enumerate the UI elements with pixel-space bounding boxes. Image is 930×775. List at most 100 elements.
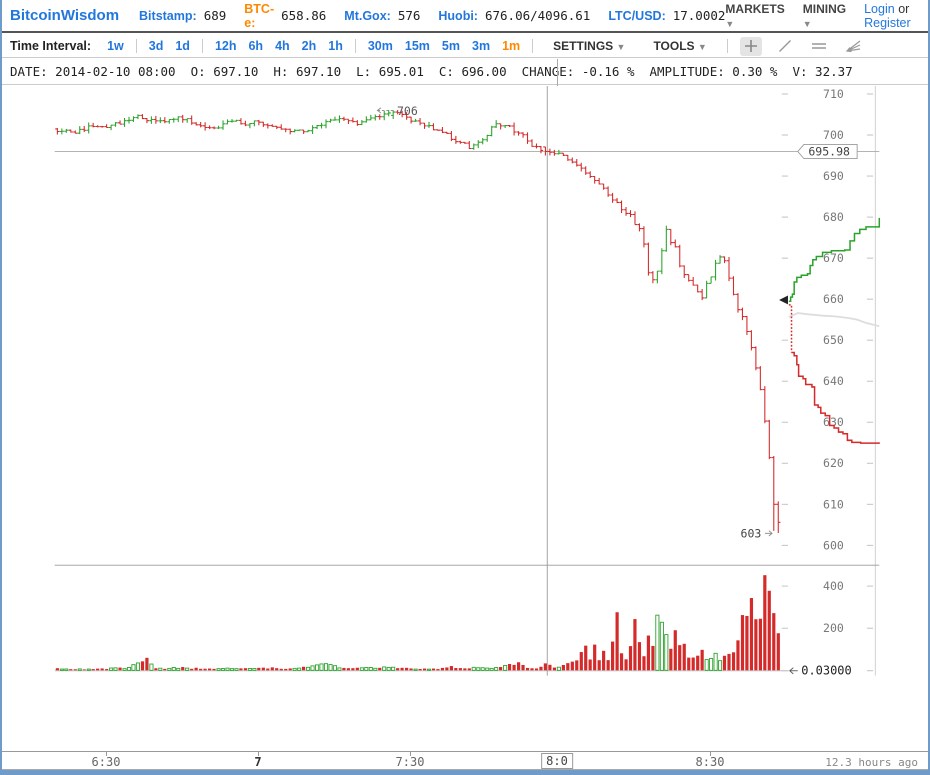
price-tick-label: 700 xyxy=(823,128,844,142)
ticker-label[interactable]: Huobi: xyxy=(438,8,478,23)
time-tick xyxy=(410,752,411,756)
ticker-label[interactable]: LTC/USD: xyxy=(608,8,666,23)
interval-2h[interactable]: 2h xyxy=(301,39,317,53)
price-tick-label: 640 xyxy=(823,374,844,388)
crosshair-time-label: 8:0 xyxy=(541,753,573,769)
price-tick-label: 650 xyxy=(823,333,844,347)
interval-6h[interactable]: 6h xyxy=(248,39,264,53)
info-volume: V: 32.37 xyxy=(792,64,853,79)
high-price-label: 706 xyxy=(397,104,418,118)
time-tick xyxy=(106,752,107,756)
register-link[interactable]: Register xyxy=(864,15,911,30)
ticker-btc-e: BTC-e: 658.86 xyxy=(244,2,326,30)
crosshair-tool-icon[interactable] xyxy=(739,36,762,56)
candles xyxy=(55,109,781,533)
divider xyxy=(532,39,534,53)
arrow-right-icon xyxy=(768,530,773,537)
volume-tick-label: 400 xyxy=(823,579,844,593)
interval-12h[interactable]: 12h xyxy=(214,39,237,53)
time-tick xyxy=(710,752,711,756)
page-bottom-border xyxy=(2,770,928,775)
auth-or-text: or xyxy=(898,1,910,16)
price-tick-label: 630 xyxy=(823,415,844,429)
depth-bid-line xyxy=(791,351,881,444)
price-tick-label: 610 xyxy=(823,497,844,511)
ticker-label[interactable]: Mt.Gox: xyxy=(344,8,391,23)
menu-mining[interactable]: MINING ▼ xyxy=(802,1,847,29)
chart-canvas[interactable]: 710 700 690 680 670 660 650 640 630 620 610 600 400 2… xyxy=(2,86,930,751)
time-tick xyxy=(258,752,259,756)
ohlc-info-bar: DATE: 2014-02-10 08:00 O: 697.10 H: 697.… xyxy=(2,59,928,85)
interval-buttons: 1w 3d 1d 12h 6h 4h 2h 1h 30m 15m 5m 3m 1m xyxy=(101,39,526,53)
menu-markets[interactable]: MARKETS ▼ xyxy=(725,1,785,29)
login-link[interactable]: Login xyxy=(864,1,895,16)
interval-1m[interactable]: 1m xyxy=(502,39,521,53)
tools-menu[interactable]: TOOLS ▼ xyxy=(653,39,707,53)
time-tick-label: 6:30 xyxy=(91,755,121,769)
info-low: L: 695.01 xyxy=(356,64,424,79)
price-tick-label: 710 xyxy=(823,87,844,101)
auth-links: Login or Register xyxy=(864,2,920,30)
toolbar: Time Interval: 1w 3d 1d 12h 6h 4h 2h 1h 30m 15m 5m… xyxy=(2,35,928,58)
interval-3m[interactable]: 3m xyxy=(472,39,491,53)
trendline-tool-icon[interactable] xyxy=(774,37,796,56)
interval-30m[interactable]: 30m xyxy=(367,39,393,53)
interval-1h[interactable]: 1h xyxy=(328,39,343,53)
price-tick-label: 690 xyxy=(823,169,844,183)
depth-gray-line xyxy=(788,312,880,328)
draw-tools xyxy=(739,36,864,56)
info-amplitude: AMPLITUDE: 0.30 % xyxy=(649,64,778,79)
arrow-left-icon xyxy=(789,667,794,675)
ticker-bitstamp: Bitstamp: 689 xyxy=(139,8,226,23)
depth-ask-line xyxy=(788,217,881,302)
depth-bid-line-dashed xyxy=(788,304,793,353)
exchange-tickers: Bitstamp: 689 BTC-e: 658.86 Mt.Gox: 576 Huobi:… xyxy=(139,2,725,30)
fan-tool-icon[interactable] xyxy=(842,37,864,56)
ticker-mtgox: Mt.Gox: 576 xyxy=(344,8,420,23)
price-callout-label: 695.98 xyxy=(808,145,850,159)
interval-4h[interactable]: 4h xyxy=(275,39,290,53)
info-high: H: 697.10 xyxy=(273,64,342,79)
price-tick-label: 670 xyxy=(823,251,844,265)
low-price-label: 603 xyxy=(741,526,762,540)
divider xyxy=(726,39,728,53)
last-price-marker xyxy=(779,295,788,305)
price-tick-label: 600 xyxy=(823,538,844,552)
price-tick-label: 620 xyxy=(823,456,844,470)
logo[interactable]: BitcoinWisdom xyxy=(10,7,120,24)
settings-menu[interactable]: SETTINGS ▼ xyxy=(553,39,626,53)
price-tick-label: 660 xyxy=(823,292,844,306)
arrow-left-icon xyxy=(376,107,382,114)
horizontal-lines-tool-icon[interactable] xyxy=(808,37,830,56)
ticker-value: 576 xyxy=(397,8,421,23)
info-open: O: 697.10 xyxy=(190,64,259,79)
divider xyxy=(135,39,137,53)
ticker-label[interactable]: BTC-e: xyxy=(244,1,275,30)
header-right: MARKETS ▼ MINING ▼ Login or Register xyxy=(725,2,920,30)
price-tick-label: 680 xyxy=(823,210,844,224)
price-callout-box xyxy=(797,143,858,160)
ticker-huobi: Huobi: 676.06/4096.61 xyxy=(438,8,590,23)
volume-bars xyxy=(55,575,780,671)
ticker-ltcusd: LTC/USD: 17.0002 xyxy=(608,8,725,23)
info-date: DATE: 2014-02-10 08:00 xyxy=(10,64,176,79)
divider xyxy=(354,39,356,53)
time-tick-label: 8:30 xyxy=(695,755,725,769)
candlestick-chart[interactable]: 710 700 690 680 670 660 650 640 630 620 610 600 400 2… xyxy=(2,86,930,751)
interval-15m[interactable]: 15m xyxy=(404,39,430,53)
ticker-label[interactable]: Bitstamp: xyxy=(139,8,197,23)
header: BitcoinWisdom Bitstamp: 689 BTC-e: 658.86 Mt… xyxy=(2,0,928,33)
interval-5m[interactable]: 5m xyxy=(441,39,460,53)
time-tick-label: 7 xyxy=(254,755,262,769)
crosshair-vertical-line-top xyxy=(557,59,558,86)
ticker-value: 676.06/4096.61 xyxy=(484,8,591,23)
ticker-value: 17.0002 xyxy=(672,8,726,23)
info-close: C: 696.00 xyxy=(438,64,507,79)
time-interval-label: Time Interval: xyxy=(10,39,92,53)
ticker-value: 658.86 xyxy=(281,8,327,23)
chevron-down-icon: ▼ xyxy=(802,18,812,29)
interval-1d[interactable]: 1d xyxy=(175,39,190,53)
interval-1w[interactable]: 1w xyxy=(107,39,124,53)
interval-3d[interactable]: 3d xyxy=(148,39,164,53)
